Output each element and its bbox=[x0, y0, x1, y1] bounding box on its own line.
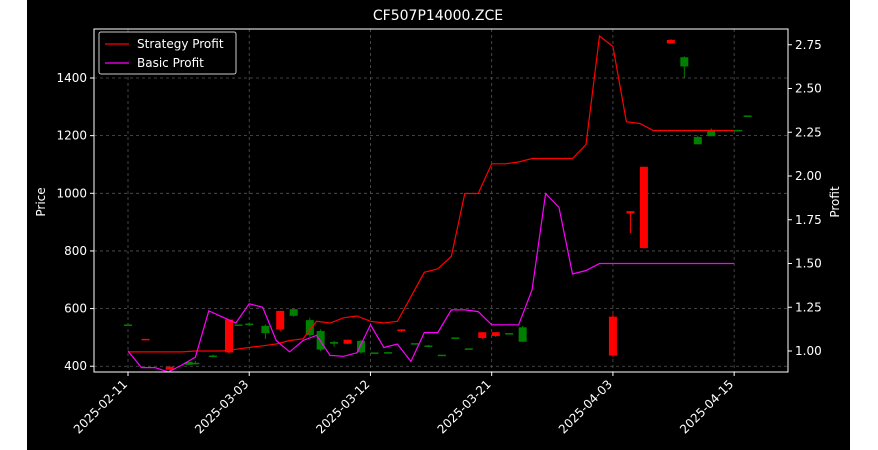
y-right-tick-label: 1.00 bbox=[795, 344, 822, 358]
candle-body bbox=[626, 211, 635, 214]
candlestick-profit-chart: CF507P14000.ZCE Price Profit 2025-02-11 2… bbox=[34, 8, 842, 436]
candles bbox=[124, 39, 752, 371]
y-axis-right-label: Profit bbox=[828, 186, 842, 218]
y-left-tick-label: 800 bbox=[64, 244, 87, 258]
candle-body bbox=[357, 340, 366, 353]
grid bbox=[94, 29, 788, 372]
strategy-profit-line bbox=[128, 34, 735, 353]
candle-body bbox=[370, 352, 379, 354]
y-left-tick-label: 1200 bbox=[56, 129, 87, 143]
candle-body bbox=[743, 115, 752, 117]
candle-body bbox=[165, 366, 174, 370]
candle-body bbox=[451, 337, 460, 339]
candle-body bbox=[707, 129, 716, 137]
x-tick-label: 2025-04-15 bbox=[677, 377, 736, 436]
candle-body bbox=[261, 325, 270, 334]
candle-body bbox=[245, 323, 254, 326]
legend-basic-label: Basic Profit bbox=[137, 56, 204, 70]
candle-body bbox=[234, 324, 243, 326]
y-left-tick-label: 1000 bbox=[56, 186, 87, 200]
legend: Strategy Profit Basic Profit bbox=[98, 31, 237, 75]
profit-lines bbox=[127, 34, 735, 373]
candle-body bbox=[305, 320, 314, 336]
y-right-tick-label: 2.00 bbox=[795, 169, 822, 183]
candle-body bbox=[330, 342, 339, 344]
candle-body bbox=[437, 354, 446, 357]
y-right-tick-label: 2.25 bbox=[795, 125, 822, 139]
candle-body bbox=[518, 327, 527, 342]
x-tick-label: 2025-02-11 bbox=[71, 377, 130, 436]
candle-body bbox=[191, 362, 200, 365]
y-left-tick-label: 1400 bbox=[56, 71, 87, 85]
candle-body bbox=[397, 329, 406, 332]
candle-body bbox=[383, 352, 392, 354]
candle-body bbox=[289, 309, 298, 316]
x-axis-ticks: 2025-02-11 2025-03-03 2025-03-12 2025-03-21… bbox=[71, 372, 736, 436]
candle-body bbox=[410, 343, 419, 345]
x-tick-label: 2025-03-21 bbox=[435, 377, 494, 436]
x-tick-label: 2025-03-12 bbox=[313, 377, 372, 436]
plot-frame bbox=[93, 28, 789, 373]
basic-profit-line bbox=[127, 192, 735, 373]
candle-body bbox=[343, 339, 352, 344]
y-right-tick-label: 1.50 bbox=[795, 257, 822, 271]
x-tick-label: 2025-03-03 bbox=[192, 377, 251, 436]
candle-body bbox=[734, 129, 743, 132]
y-axis-left-ticks: 400 600 800 1000 1200 1400 bbox=[56, 71, 94, 373]
candle-body bbox=[124, 324, 132, 326]
y-left-tick-label: 600 bbox=[64, 302, 87, 316]
candle-body bbox=[141, 338, 150, 341]
candle-body bbox=[693, 137, 702, 145]
y-right-tick-label: 2.50 bbox=[795, 82, 822, 96]
candle-body bbox=[491, 332, 500, 336]
y-right-tick-label: 2.75 bbox=[795, 38, 822, 52]
candle-body bbox=[608, 316, 617, 356]
candle-body bbox=[225, 319, 234, 353]
candle-body bbox=[666, 39, 675, 44]
candle-body bbox=[424, 345, 433, 347]
candle-body bbox=[505, 333, 514, 335]
y-axis-right-ticks: 1.00 1.25 1.50 1.75 2.00 2.25 2.50 2.75 bbox=[788, 38, 822, 358]
x-tick-label: 2025-04-03 bbox=[556, 377, 615, 436]
candle-body bbox=[478, 332, 487, 338]
y-left-tick-label: 400 bbox=[64, 359, 87, 373]
chart-title: CF507P14000.ZCE bbox=[373, 8, 503, 24]
candle-body bbox=[639, 166, 648, 249]
legend-box bbox=[98, 31, 237, 75]
candle-body bbox=[208, 355, 217, 358]
candle-body bbox=[464, 348, 473, 350]
figure: CF507P14000.ZCE Price Profit 2025-02-11 2… bbox=[27, 0, 850, 450]
candle-body bbox=[184, 361, 193, 365]
legend-strategy-label: Strategy Profit bbox=[137, 37, 224, 51]
y-right-tick-label: 1.25 bbox=[795, 300, 822, 314]
y-right-tick-label: 1.75 bbox=[795, 213, 822, 227]
candle-body bbox=[276, 310, 285, 330]
y-axis-left-label: Price bbox=[34, 187, 48, 216]
candle-body bbox=[680, 57, 689, 67]
